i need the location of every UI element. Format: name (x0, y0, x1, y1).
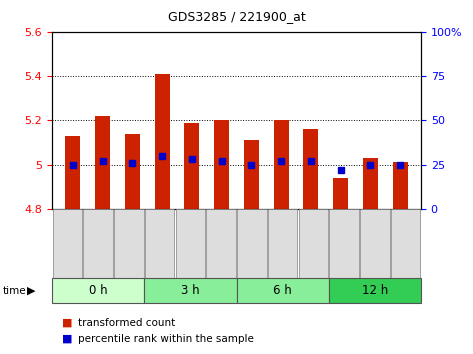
Bar (144, 278, 236, 303)
Bar (114, 209, 144, 278)
Text: 0 h: 0 h (89, 284, 107, 297)
Bar (298, 209, 328, 278)
Text: 12 h: 12 h (362, 284, 388, 297)
Bar (65, 136, 80, 209)
Bar (175, 209, 205, 278)
Text: transformed count: transformed count (78, 318, 175, 328)
Bar (329, 209, 359, 278)
Bar (244, 140, 259, 209)
Bar (52, 278, 144, 303)
Bar (206, 209, 236, 278)
Bar (360, 209, 390, 278)
Text: 6 h: 6 h (273, 284, 292, 297)
Bar (184, 122, 199, 209)
Bar (83, 209, 113, 278)
Text: 3 h: 3 h (181, 284, 200, 297)
Text: ■: ■ (61, 334, 72, 344)
Bar (304, 129, 318, 209)
Bar (95, 116, 110, 209)
Bar (333, 178, 348, 209)
Bar (329, 278, 421, 303)
Text: ■: ■ (61, 318, 72, 328)
Text: GDS3285 / 221900_at: GDS3285 / 221900_at (167, 10, 306, 23)
Bar (214, 120, 229, 209)
Bar (125, 134, 140, 209)
Bar (53, 209, 82, 278)
Bar (393, 162, 408, 209)
Bar (236, 278, 329, 303)
Bar (155, 74, 169, 209)
Bar (237, 209, 267, 278)
Bar (274, 120, 289, 209)
Text: time: time (2, 286, 26, 296)
Bar (363, 158, 378, 209)
Bar (268, 209, 298, 278)
Text: ▶: ▶ (27, 286, 36, 296)
Bar (391, 209, 420, 278)
Bar (145, 209, 175, 278)
Text: percentile rank within the sample: percentile rank within the sample (78, 334, 254, 344)
